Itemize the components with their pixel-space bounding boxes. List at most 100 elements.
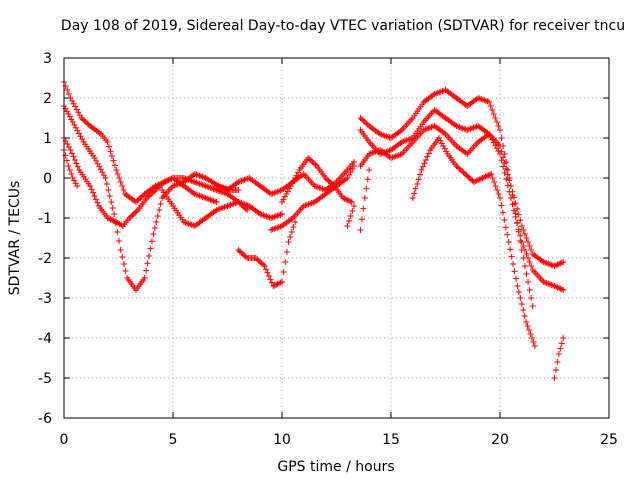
data-point (106, 215, 113, 222)
data-point (78, 115, 85, 121)
data-point (69, 119, 76, 125)
series-track-12 (357, 107, 567, 293)
data-point (263, 266, 270, 273)
data-point (110, 157, 117, 164)
data-point (557, 345, 564, 352)
data-point (490, 111, 497, 117)
data-point (350, 203, 357, 209)
data-point (517, 295, 524, 301)
data-point (418, 167, 425, 173)
series-track-4 (61, 147, 81, 189)
data-point (558, 340, 565, 347)
data-point (361, 119, 368, 125)
data-point (73, 106, 80, 113)
data-point (528, 247, 535, 253)
data-point (130, 211, 137, 217)
data-point (261, 263, 268, 269)
data-point (357, 227, 364, 233)
data-point (441, 145, 448, 152)
data-point (143, 195, 150, 201)
data-point (514, 219, 521, 226)
data-point (366, 167, 373, 173)
data-point (133, 208, 140, 215)
data-point (279, 199, 285, 205)
data-point (94, 199, 101, 206)
data-point (530, 339, 537, 345)
data-point (114, 171, 121, 177)
data-point (497, 143, 503, 149)
data-point (552, 367, 559, 373)
x-tick-label: 5 (169, 432, 178, 448)
data-point (279, 279, 285, 285)
series-track-3 (61, 135, 251, 229)
data-point (65, 111, 72, 117)
data-point (92, 196, 99, 203)
data-point (104, 215, 111, 221)
data-point (329, 181, 336, 188)
data-point (283, 191, 290, 197)
data-points (61, 79, 567, 381)
data-point (555, 351, 562, 357)
data-point (145, 193, 152, 200)
data-point (167, 176, 174, 183)
data-point (521, 313, 528, 319)
data-point (280, 196, 287, 203)
data-point (558, 286, 565, 293)
data-point (63, 108, 70, 115)
axis-ticks: 0 5 10 15 20 25 -6 -5 -4 -3 -2 -1 0 1 2 3 (38, 51, 618, 448)
data-point (165, 177, 172, 183)
data-point (348, 199, 355, 205)
data-point (501, 217, 508, 223)
data-point (514, 283, 521, 289)
data-point (523, 251, 530, 257)
data-point (113, 167, 120, 173)
x-tick-label: 0 (60, 432, 69, 448)
data-point (282, 259, 289, 265)
data-point (518, 247, 525, 253)
data-point (560, 259, 567, 265)
data-point (68, 116, 75, 123)
data-point (498, 202, 505, 209)
data-point (66, 167, 73, 173)
data-point (435, 135, 442, 141)
data-point (340, 195, 347, 201)
data-point (285, 239, 292, 245)
data-point (103, 181, 110, 187)
data-point (551, 263, 558, 269)
data-point (93, 157, 100, 164)
data-point (270, 283, 277, 289)
data-point (151, 225, 158, 231)
data-point (73, 160, 80, 167)
data-point (485, 172, 492, 179)
data-point (486, 99, 493, 105)
data-point (364, 176, 371, 183)
series-track-16 (551, 335, 567, 381)
y-tick-label: 2 (43, 91, 52, 107)
x-tick-label: 20 (491, 432, 509, 448)
x-axis-label: GPS time / hours (277, 459, 394, 475)
data-point (74, 183, 81, 189)
data-point (512, 200, 519, 207)
data-point (236, 248, 243, 255)
data-point (328, 180, 335, 187)
data-point (357, 115, 364, 121)
data-point (501, 169, 508, 176)
data-point (495, 148, 502, 155)
x-tick-label: 25 (600, 432, 618, 448)
data-point (267, 276, 274, 283)
data-point (293, 172, 300, 179)
data-point (146, 253, 153, 259)
data-point (554, 261, 561, 268)
data-point (411, 190, 418, 197)
data-point (517, 237, 524, 244)
data-point (507, 183, 514, 189)
data-point (91, 193, 98, 199)
data-point (417, 171, 424, 178)
data-point (515, 211, 522, 218)
data-point (66, 113, 73, 120)
data-point (110, 217, 117, 224)
data-point (528, 335, 535, 341)
data-point (74, 127, 81, 134)
data-point (557, 285, 564, 292)
chart-title: Day 108 of 2019, Sidereal Day-to-day VTE… (61, 18, 625, 34)
